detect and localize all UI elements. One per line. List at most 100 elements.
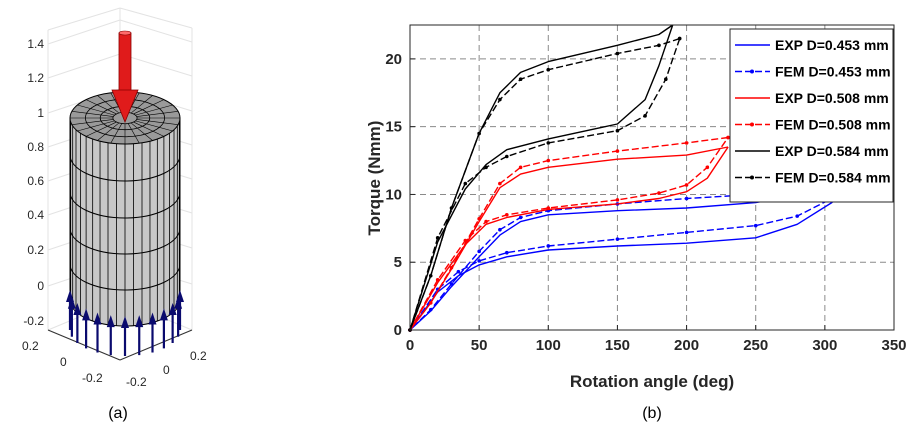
y-tick-label: 10 — [385, 186, 402, 203]
series-point — [753, 223, 758, 228]
legend-item: EXP D=0.584 mm — [735, 143, 889, 159]
top-mesh-spoke — [133, 99, 165, 115]
legend-label: EXP D=0.584 mm — [775, 143, 889, 159]
y-tick-label: 0.2 — [190, 349, 207, 363]
mesh-ring — [69, 227, 181, 255]
arrow-cap — [118, 30, 132, 36]
boundary-arrow — [176, 290, 184, 330]
legend-item: FEM D=0.508 mm — [735, 117, 891, 133]
arrow-head — [111, 89, 139, 124]
legend-box — [729, 28, 894, 203]
series-line-9 — [409, 24, 674, 331]
boundary-arrow — [106, 315, 115, 356]
top-mesh-spoke — [85, 99, 117, 115]
x-tick-label: 100 — [536, 337, 561, 354]
x-tick-label: 300 — [812, 337, 837, 354]
x-tick-label: 250 — [743, 337, 768, 354]
mesh-ring — [69, 154, 181, 182]
panel-b-chart: 0 50 100 150 200 250 300 350 0 5 10 15 20 Rotation a… — [365, 24, 907, 422]
top-mesh-spoke — [135, 120, 173, 132]
z-tick-label: 0.4 — [27, 208, 44, 222]
boundary-arrow — [159, 308, 168, 349]
y-tick-label: 0 — [394, 322, 402, 339]
z-tick-label: 0.2 — [27, 243, 44, 257]
z-tick-label: 0 — [37, 279, 44, 293]
series-point — [664, 77, 668, 82]
series-point — [505, 250, 509, 255]
series-point — [477, 249, 481, 254]
series-point — [428, 301, 433, 305]
series-point — [684, 141, 689, 145]
series-point — [657, 191, 661, 195]
x-tick-label: 150 — [605, 337, 630, 354]
caption-b: (b) — [642, 405, 662, 422]
top-mesh-spoke — [133, 121, 165, 137]
series-point — [546, 141, 551, 145]
z-tick-label: 0.6 — [27, 174, 44, 188]
series-point — [449, 282, 454, 286]
series-point — [498, 97, 502, 102]
panel-a-3d-model: 1.4 1.2 1 0.8 0.6 0.4 0.2 0 -0.2 0.2 0 -… — [22, 7, 207, 422]
x-tick-label: 0.2 — [22, 339, 39, 353]
x-tick-label: -0.2 — [82, 371, 103, 385]
top-mesh-spoke — [136, 110, 179, 117]
series-point — [477, 217, 481, 221]
series-line-6 — [409, 137, 729, 331]
boundary-arrow — [135, 315, 144, 356]
series-point — [428, 273, 433, 278]
series-point — [505, 154, 509, 159]
z-tick-label: 1 — [37, 106, 44, 120]
boundary-arrow — [67, 296, 76, 337]
cylinder-horizontal-mesh-rings — [69, 154, 181, 291]
caption-a: (a) — [108, 405, 128, 422]
series-line-10 — [409, 38, 681, 331]
series-point — [615, 237, 620, 241]
series-point — [498, 227, 502, 232]
boundary-arrow — [73, 303, 82, 343]
series-point — [518, 165, 523, 170]
legend-label: EXP D=0.508 mm — [775, 90, 889, 106]
x-tick-label: 200 — [674, 337, 699, 354]
series-point — [546, 67, 551, 72]
legend-label: FEM D=0.584 mm — [775, 170, 891, 186]
top-mesh-spoke — [77, 120, 115, 132]
legend: EXP D=0.453 mm FEM D=0.453 mm EXP D=0.508 … — [729, 28, 894, 203]
series-point — [643, 114, 647, 118]
y-tick-label: 20 — [385, 51, 402, 68]
series-point — [795, 214, 799, 218]
z-gridline — [47, 53, 121, 79]
z-tick-label: 1.4 — [27, 37, 44, 51]
series-point — [684, 183, 689, 187]
arrow-shaft — [118, 32, 132, 94]
series-point — [505, 212, 509, 217]
series-point — [705, 165, 710, 170]
z-tick-label: -0.2 — [23, 314, 44, 328]
y-axis-label: Torque (Nmm) — [365, 121, 384, 236]
series-point — [435, 278, 440, 282]
series-point — [456, 269, 461, 274]
series-point — [484, 165, 488, 170]
x-tick-label: 0 — [406, 337, 414, 354]
series-point — [615, 51, 620, 56]
mesh-ring — [69, 263, 181, 291]
cylinder-mesh — [69, 91, 181, 327]
top-mesh-spoke — [136, 119, 179, 126]
top-mesh-spoke — [71, 119, 114, 126]
top-mesh-spoke — [127, 123, 140, 144]
applied-load-arrow — [111, 30, 139, 124]
z-tick-label: 0.8 — [27, 140, 44, 154]
legend-item: FEM D=0.453 mm — [735, 64, 891, 80]
series-point — [449, 265, 454, 270]
top-mesh-spoke — [110, 123, 123, 144]
series-line-8 — [409, 24, 674, 331]
axis-ticks: 0 50 100 150 200 250 300 350 0 5 10 15 20 — [385, 51, 906, 354]
cylinder-vertical-mesh-lines — [70, 122, 180, 326]
boundary-arrow — [82, 308, 91, 349]
series-point — [546, 158, 551, 163]
top-mesh-spoke — [135, 104, 173, 116]
series-point — [684, 230, 689, 235]
y-tick-label: 15 — [385, 119, 402, 136]
x-tick-label: 350 — [881, 337, 906, 354]
series-point — [428, 307, 433, 312]
